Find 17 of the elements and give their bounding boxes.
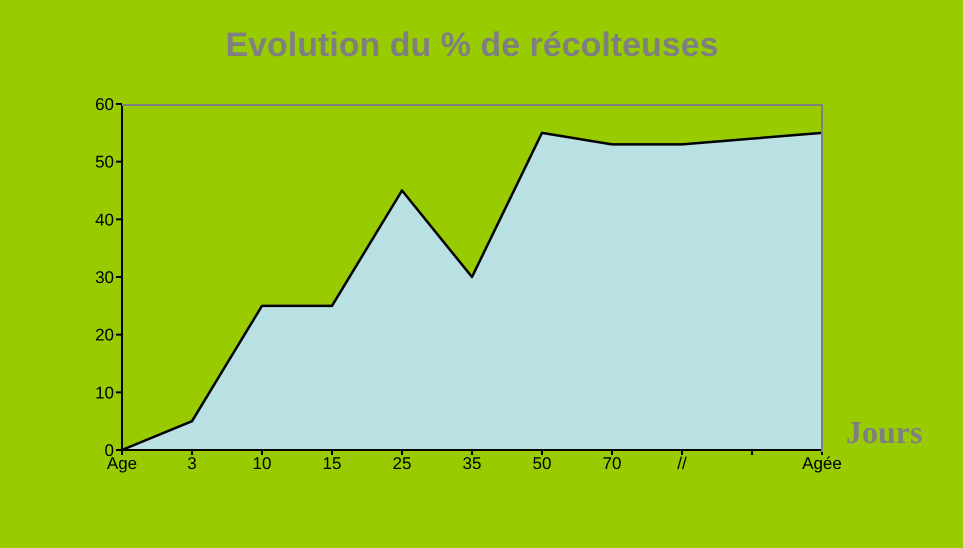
x-tick-label: 10 (252, 454, 272, 474)
y-tick-label: 50 (95, 152, 114, 172)
x-tick-label: 15 (322, 454, 342, 474)
y-tick-label: 10 (95, 383, 114, 402)
x-tick-label: 50 (532, 454, 552, 474)
x-tick-label: Agée (802, 454, 842, 474)
x-tick-label: 70 (602, 454, 622, 474)
chart-title: Evolution du % de récolteuses (224, 26, 720, 65)
y-tick-label: 40 (95, 210, 114, 230)
x-axis-title: Jours (846, 414, 922, 451)
x-tick-label: 35 (462, 454, 482, 474)
x-tick-label: // (677, 454, 687, 474)
x-tick-label: 3 (187, 454, 197, 474)
y-tick-label: 20 (95, 326, 114, 345)
y-tick-label: 30 (95, 268, 114, 288)
x-tick-label: 25 (392, 454, 412, 474)
y-tick-label: 60 (95, 95, 114, 114)
